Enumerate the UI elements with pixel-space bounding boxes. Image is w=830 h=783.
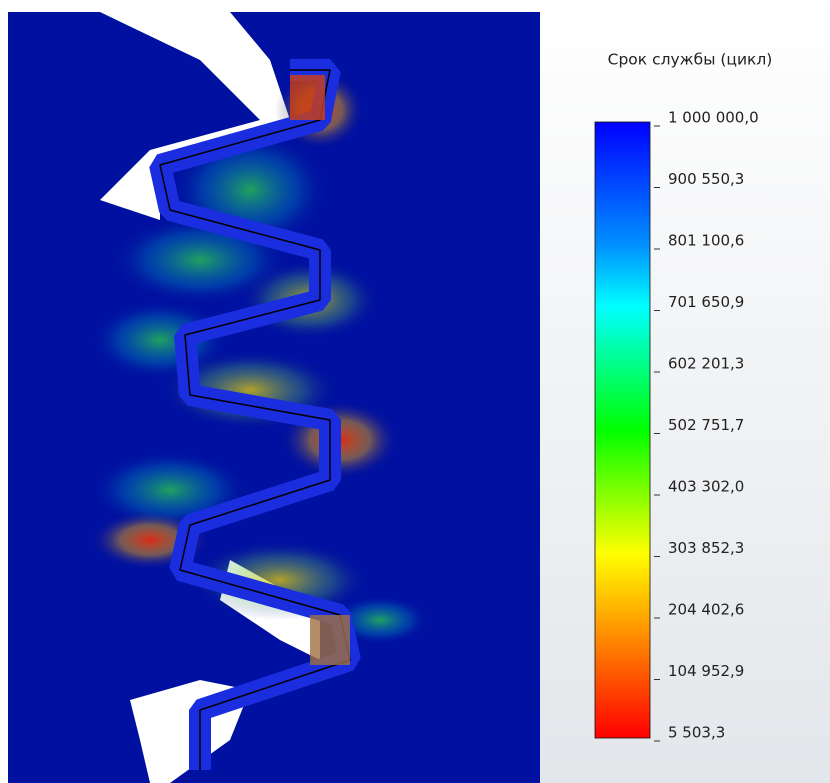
color-bar [595, 122, 650, 738]
legend-label: 900 550,3 [668, 170, 744, 188]
legend-label: 5 503,3 [668, 724, 725, 742]
legend-label: 104 952,9 [668, 662, 744, 680]
legend-label: 701 650,9 [668, 293, 744, 311]
viewport: Срок службы (цикл) 1 000 000,0 900 550,3 8… [0, 0, 830, 783]
legend-label: 1 000 000,0 [668, 109, 759, 127]
screen: Срок службы (цикл) 1 000 000,0 900 550,3 8… [0, 0, 830, 783]
legend-label: 303 852,3 [668, 539, 744, 557]
legend-title: Срок службы (цикл) [608, 51, 773, 69]
legend-label: 502 751,7 [668, 416, 744, 434]
legend-label: 403 302,0 [668, 478, 744, 496]
legend-label: 602 201,3 [668, 355, 744, 373]
legend-label: 204 402,6 [668, 601, 744, 619]
legend-label: 801 100,6 [668, 232, 744, 250]
